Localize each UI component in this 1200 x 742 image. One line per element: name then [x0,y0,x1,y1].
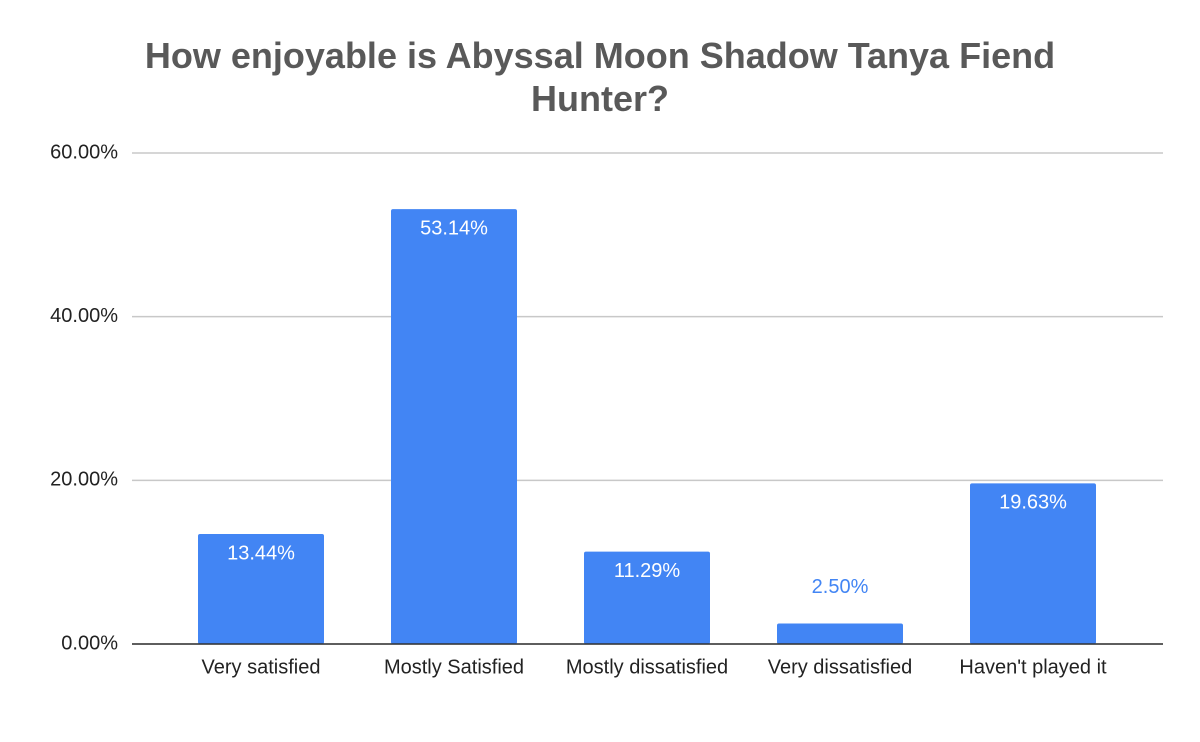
data-label: 2.50% [812,576,869,598]
x-tick-label: Mostly Satisfied [384,656,524,678]
y-tick-label: 20.00% [50,469,118,491]
y-tick-label: 60.00% [50,141,118,163]
bar [777,623,903,644]
bar [391,209,517,644]
chart-title: How enjoyable is Abyssal Moon Shadow Tan… [144,35,1056,119]
bar [970,483,1096,644]
data-label: 11.29% [614,560,681,582]
bar [198,534,324,644]
x-tick-label: Very satisfied [202,656,321,678]
data-label: 13.44% [227,542,295,564]
data-label: 53.14% [420,217,488,239]
x-tick-label: Mostly dissatisfied [566,656,728,678]
bar [584,551,710,644]
x-tick-label: Haven't played it [959,656,1107,678]
y-tick-label: 0.00% [61,632,118,654]
x-tick-label: Very dissatisfied [768,656,913,678]
data-label: 19.63% [999,492,1067,514]
y-tick-label: 40.00% [50,305,118,327]
